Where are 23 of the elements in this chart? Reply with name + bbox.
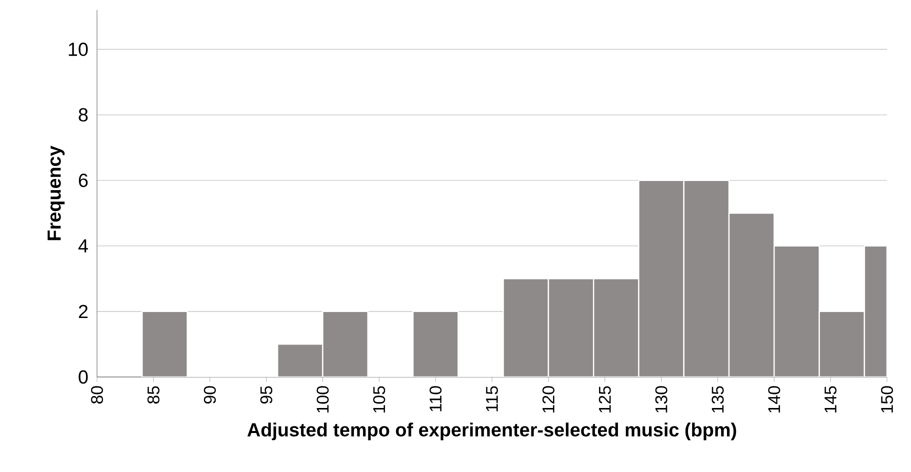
x-tick-label: 80 — [91, 386, 104, 404]
x-tick-label: 105 — [373, 386, 386, 412]
x-tick-label: 95 — [260, 386, 272, 404]
x-tick-label: 150 — [881, 386, 894, 412]
x-tick-label: 90 — [204, 386, 216, 404]
x-tick-label: 135 — [712, 386, 724, 412]
y-axis-title: Frequency — [48, 146, 65, 240]
x-tick-label: 115 — [486, 386, 498, 412]
x-tick-label: 85 — [147, 386, 160, 404]
y-tick-label: 0 — [78, 370, 88, 384]
x-tick-label: 140 — [768, 386, 780, 412]
x-tick-label: 100 — [316, 386, 329, 412]
y-tick-label: 8 — [78, 108, 88, 122]
x-tick-label: 120 — [542, 386, 554, 412]
x-tick-label: 110 — [430, 386, 442, 412]
x-tick-label: 145 — [824, 386, 836, 412]
y-tick-label: 4 — [78, 239, 88, 252]
y-tick-label: 10 — [68, 42, 88, 56]
y-tick-label: 6 — [78, 174, 88, 188]
x-axis-title: Adjusted tempo of experimenter-selected music (bpm) — [247, 422, 736, 440]
x-tick-label: 125 — [598, 386, 611, 412]
y-tick-label: 2 — [78, 304, 88, 318]
x-tick-label: 130 — [655, 386, 668, 412]
